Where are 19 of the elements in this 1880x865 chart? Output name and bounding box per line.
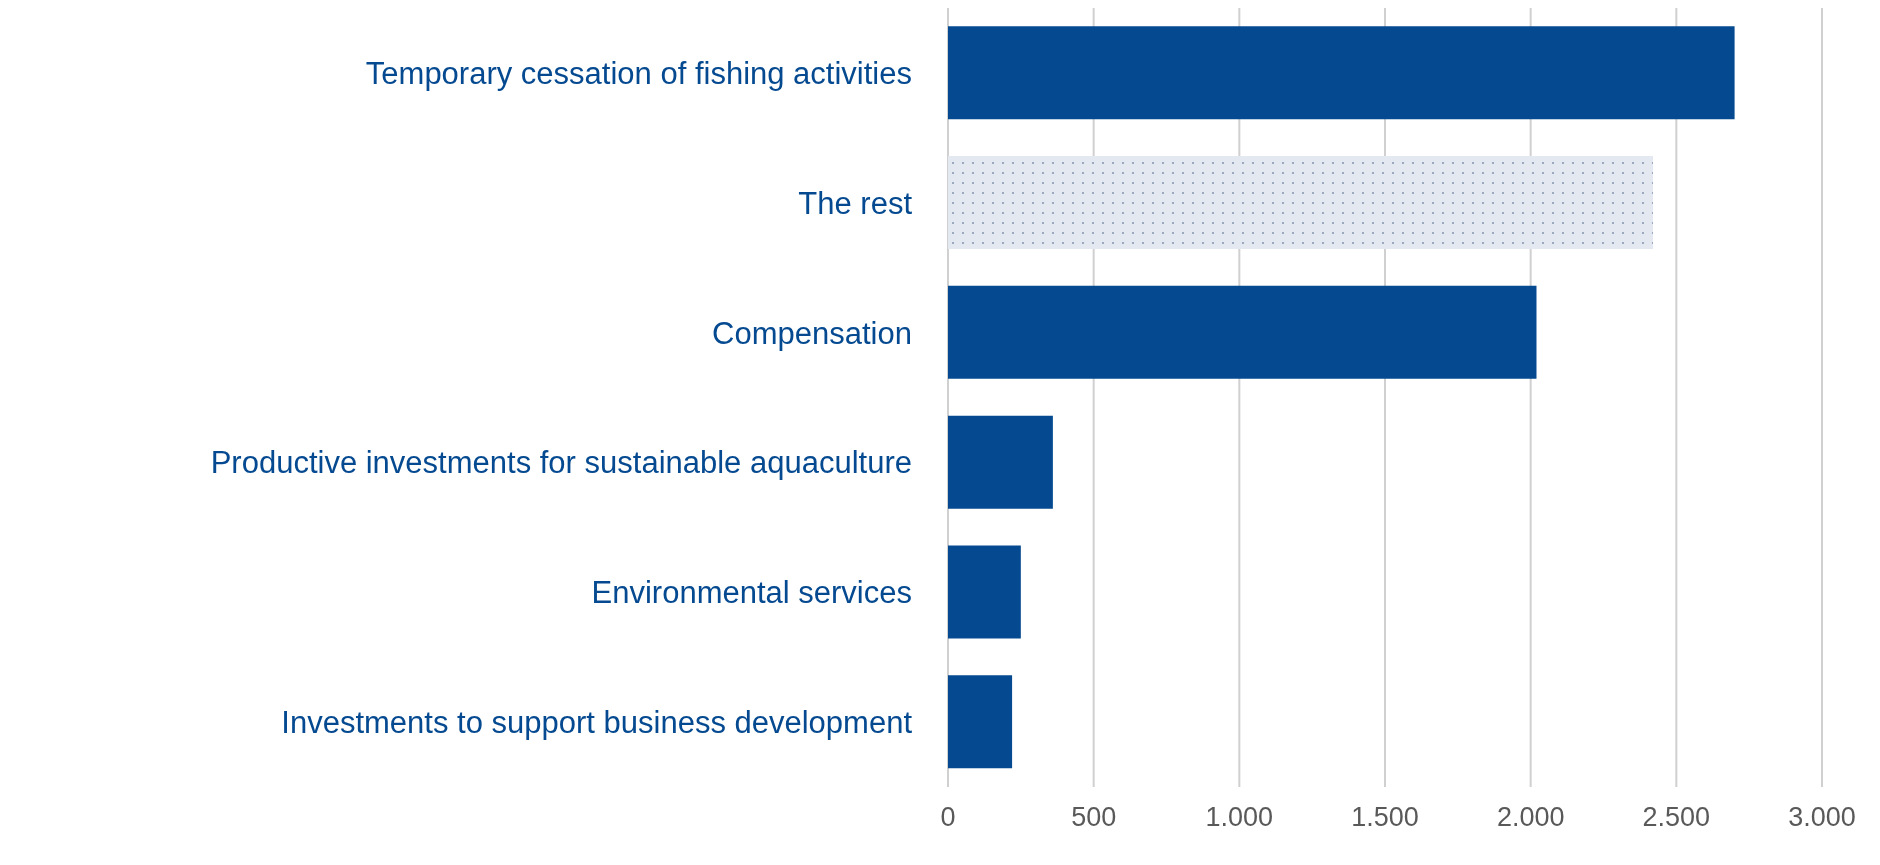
x-tick-label: 2.000 <box>1496 802 1565 833</box>
x-tick-label: 1.500 <box>1351 802 1419 833</box>
y-tick-label: The rest <box>798 185 913 221</box>
x-tick-label: 500 <box>1071 802 1117 833</box>
bar <box>948 26 1735 120</box>
x-tick-label: 3.000 <box>1788 802 1856 833</box>
bar <box>948 285 1537 379</box>
y-tick-label: Compensation <box>712 315 912 351</box>
bar <box>948 415 1053 509</box>
bar <box>948 545 1021 639</box>
y-tick-label: Temporary cessation of fishing activities <box>365 55 912 91</box>
x-tick-label: 1.000 <box>1205 802 1274 833</box>
bar <box>948 156 1654 250</box>
x-tick-label: 2.500 <box>1642 802 1711 833</box>
y-tick-label: Investments to support business development <box>281 705 913 741</box>
y-tick-label: Productive investments for sustainable aquaculture <box>210 445 912 481</box>
y-tick-label: Environmental services <box>591 575 912 611</box>
bar <box>948 675 1013 769</box>
x-tick-label: 0 <box>940 802 956 833</box>
